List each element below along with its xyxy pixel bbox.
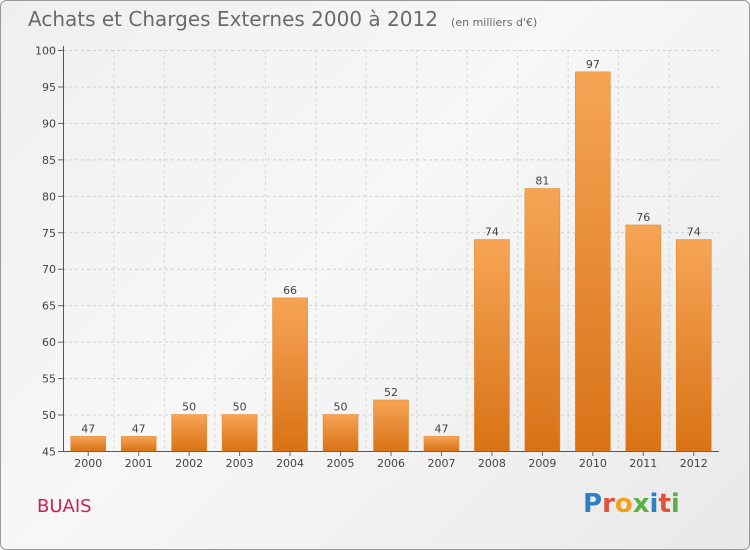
y-tick-label: 85 — [42, 154, 56, 167]
bar — [373, 399, 409, 452]
data-label: 47 — [434, 422, 448, 435]
x-tick-label: 2010 — [579, 457, 607, 470]
logo-letter: t — [658, 489, 671, 519]
bar — [474, 239, 510, 452]
y-tick-label: 75 — [42, 227, 56, 240]
data-label: 52 — [384, 386, 398, 399]
chart-title: Achats et Charges Externes 2000 à 2012 — [28, 7, 438, 31]
logo-letter: i — [649, 489, 659, 519]
x-tick-label: 2008 — [478, 457, 506, 470]
bar — [221, 414, 258, 452]
logo-letter: o — [614, 489, 633, 519]
x-tick-label: 2001 — [125, 457, 153, 470]
x-tick-label: 2003 — [226, 457, 254, 470]
y-tick-label: 80 — [42, 190, 56, 203]
logo-letter: r — [602, 489, 615, 519]
bar — [120, 436, 157, 452]
y-tick-label: 95 — [42, 81, 56, 94]
y-tick-label: 60 — [42, 336, 56, 349]
data-label: 47 — [81, 422, 95, 435]
bar — [423, 436, 460, 452]
labels: 2000 47 2001 47 2002 50 2003 50 2004 66 2005 50 2006… — [74, 58, 708, 470]
bar — [625, 224, 662, 452]
proxiti-logo[interactable]: Proxiti — [583, 489, 680, 519]
chart-title-row: Achats et Charges Externes 2000 à 2012 (… — [28, 7, 537, 31]
x-tick-label: 2011 — [629, 457, 657, 470]
data-label: 74 — [687, 226, 701, 239]
y-tick-label: 70 — [42, 263, 56, 276]
data-label: 50 — [233, 401, 247, 414]
logo-letter: i — [670, 489, 680, 519]
y-tick-label: 65 — [42, 300, 56, 313]
y-tick-label: 100 — [35, 45, 56, 58]
data-label: 74 — [485, 226, 499, 239]
bars — [70, 71, 712, 452]
bar — [676, 239, 712, 452]
y-tick-label: 55 — [42, 373, 56, 386]
data-label: 81 — [535, 175, 549, 188]
y-tick-label: 90 — [42, 117, 56, 130]
bar — [322, 414, 359, 452]
bar — [171, 414, 207, 452]
x-tick-label: 2002 — [175, 457, 203, 470]
x-tick-label: 2000 — [74, 457, 102, 470]
data-label: 50 — [334, 401, 348, 414]
place-name: BUAIS — [37, 496, 92, 517]
chart-subtitle: (en milliers d'€) — [451, 16, 538, 29]
x-tick-label: 2012 — [680, 457, 708, 470]
x-tick-label: 2005 — [327, 457, 355, 470]
y-tick-label: 45 — [42, 446, 56, 459]
data-label: 76 — [636, 211, 650, 224]
data-label: 47 — [132, 422, 146, 435]
bar — [70, 436, 106, 452]
bar — [272, 297, 308, 452]
bar — [575, 71, 611, 452]
logo-letter: P — [583, 489, 603, 519]
x-tick-label: 2006 — [377, 457, 405, 470]
x-tick-label: 2007 — [427, 457, 455, 470]
data-label: 66 — [283, 284, 297, 297]
logo-letter: x — [632, 489, 650, 519]
x-tick-label: 2004 — [276, 457, 304, 470]
data-label: 50 — [182, 401, 196, 414]
axes: 45 50 55 60 65 70 75 80 85 90 95 100 — [35, 45, 719, 459]
y-tick-label: 50 — [42, 409, 56, 422]
data-label: 97 — [586, 58, 600, 71]
x-tick-label: 2009 — [528, 457, 556, 470]
bar — [524, 188, 561, 452]
